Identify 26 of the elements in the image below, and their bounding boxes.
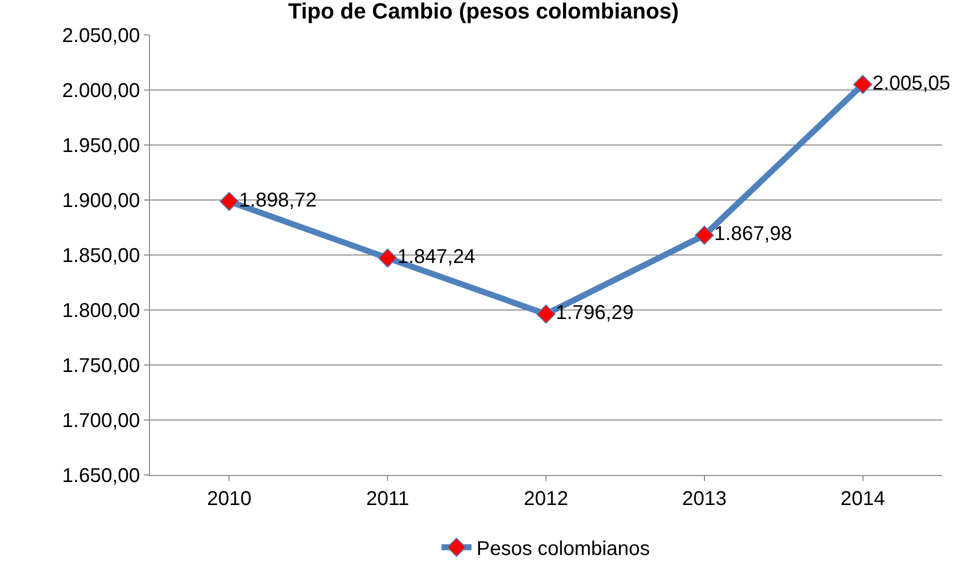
y-tick-label: 1.850,00: [62, 245, 140, 267]
y-tick-label: 2.050,00: [62, 25, 140, 47]
x-tick-label: 2014: [840, 488, 886, 510]
point: [853, 74, 872, 94]
y-tick-label: 1.950,00: [62, 135, 140, 157]
data-label: 2.005,05: [872, 72, 950, 94]
point: [378, 248, 398, 268]
x-tick-label: 2011: [366, 488, 410, 510]
data-label: 1.796,29: [556, 302, 634, 324]
data-label: 1.867,98: [714, 223, 792, 246]
x-tick-label: 2013: [682, 488, 727, 510]
point: [536, 304, 556, 324]
point: [220, 192, 239, 212]
point: [694, 226, 714, 245]
y-tick-label: 1.700,00: [62, 410, 140, 432]
y-tick-label: 1.750,00: [62, 355, 140, 377]
y-tick-label: 1.900,00: [62, 190, 140, 212]
y-tick-label: 1.650,00: [62, 465, 140, 487]
x-tick-label: 2010: [206, 488, 252, 510]
legend-label: Pesos colombianos: [476, 538, 650, 560]
y-tick-label: 2.000,00: [62, 80, 140, 102]
y-tick-label: 1.800,00: [62, 300, 140, 322]
x-tick-label: 2012: [524, 488, 568, 510]
data-label: 1.847,24: [397, 246, 476, 268]
chart-title: Tipo de Cambio (pesos colombianos): [288, 0, 679, 24]
data-label: 1.898,72: [238, 189, 317, 212]
